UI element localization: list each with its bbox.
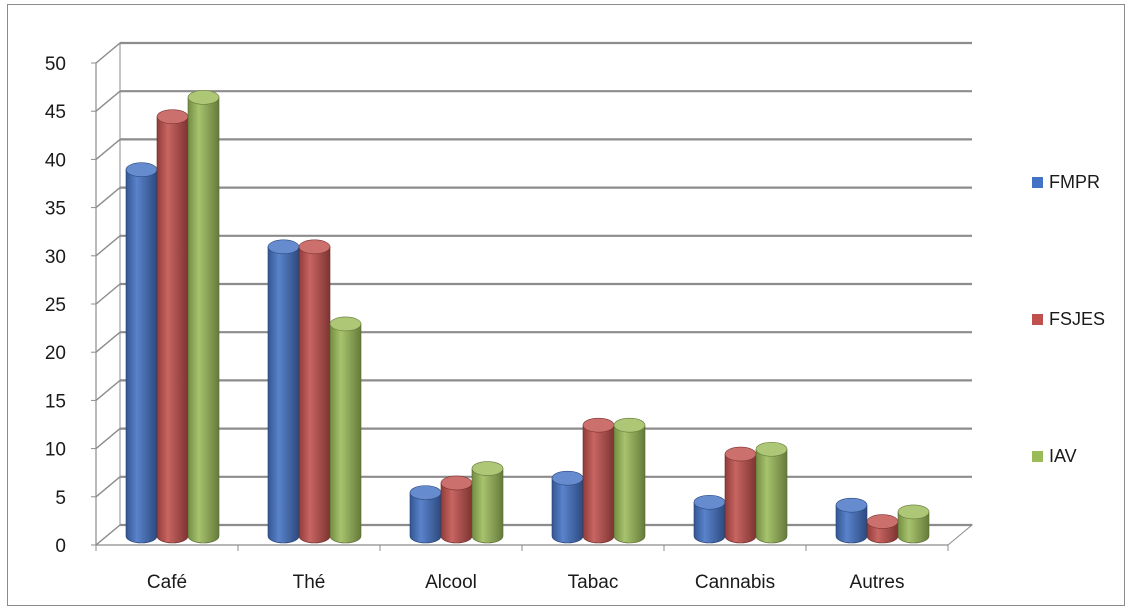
x-axis-tick-labels: Café Thé Alcool Tabac Cannabis Autres (147, 572, 905, 593)
x-tick-label: Café (147, 572, 187, 593)
gridline-side (95, 476, 121, 498)
legend-label: FMPR (1049, 172, 1100, 192)
bar-top (755, 441, 788, 457)
bar (187, 90, 220, 544)
gridline-side (95, 235, 121, 257)
gridline-side (95, 283, 121, 305)
legend-item: FMPR (1032, 172, 1100, 192)
gridline-side (95, 42, 121, 64)
bar (551, 470, 584, 544)
legend-item: FSJES (1032, 309, 1105, 329)
bar-body (755, 448, 788, 544)
bar-body (897, 511, 930, 544)
bar (409, 485, 442, 544)
bar-top (613, 417, 646, 433)
y-tick-label: 30 (45, 247, 66, 268)
bar-body (551, 477, 584, 544)
bar-body (409, 492, 442, 544)
bar-top (156, 109, 189, 124)
bar-top (582, 417, 615, 433)
bar (125, 162, 158, 544)
bar-body (471, 468, 504, 544)
bar-body (267, 246, 300, 544)
gridline-side (95, 331, 121, 353)
gridline-side (95, 379, 121, 401)
bar-top (897, 504, 930, 520)
legend-swatch (1032, 177, 1043, 188)
y-tick-label: 10 (45, 440, 66, 461)
y-tick-label: 25 (45, 295, 66, 316)
legend-swatch (1032, 314, 1043, 325)
x-tick-label: Thé (293, 572, 326, 593)
bar-top (440, 475, 473, 491)
bar-top (125, 162, 158, 177)
bar-body (724, 453, 757, 544)
bar-body (298, 246, 331, 544)
y-tick-label: 5 (55, 488, 66, 509)
bar (267, 239, 300, 544)
bar-top (187, 90, 220, 105)
bar-top (724, 446, 757, 462)
y-tick-label: 0 (55, 536, 66, 557)
x-tick-label: Autres (850, 572, 905, 593)
bar (613, 417, 646, 544)
bar (582, 417, 615, 544)
bar-body (582, 424, 615, 544)
y-tick-label: 35 (45, 199, 66, 220)
legend-label: FSJES (1049, 309, 1105, 329)
bar-top (866, 514, 899, 529)
bar (440, 475, 473, 544)
bar (156, 109, 189, 544)
bar-top (267, 239, 300, 255)
bar-top (471, 461, 504, 476)
bar (471, 461, 504, 544)
y-axis-tick-labels: 0 5 10 15 20 25 30 35 40 45 50 (45, 54, 66, 557)
bar (724, 446, 757, 544)
bar-body (440, 482, 473, 544)
bar (897, 504, 930, 544)
chart-walls (94, 41, 974, 547)
bar-body (613, 424, 646, 544)
bar-body (125, 169, 158, 544)
y-tick-label: 15 (45, 391, 66, 412)
y-tick-label: 50 (45, 54, 66, 75)
bar (755, 441, 788, 544)
gridline-side (95, 90, 121, 112)
bar-top (409, 485, 442, 500)
gridline-side (95, 138, 121, 160)
bar-top (693, 494, 726, 510)
bar-body (187, 97, 220, 544)
legend-item: IAV (1032, 446, 1077, 466)
legend-label: IAV (1049, 446, 1077, 466)
y-tick-label: 40 (45, 150, 66, 171)
y-tick-label: 20 (45, 343, 66, 364)
bar (866, 514, 899, 544)
bar-top (298, 239, 331, 255)
bar (298, 239, 331, 544)
legend: FMPR FSJES IAV (1032, 172, 1105, 466)
legend-swatch (1032, 451, 1043, 462)
bar-body (156, 116, 189, 544)
bar (329, 316, 362, 544)
bar (835, 497, 868, 544)
bar (693, 494, 726, 544)
bar-top (329, 316, 362, 332)
gridline-side (95, 524, 121, 546)
bar-body (329, 323, 362, 544)
bar-top (835, 497, 868, 513)
bars (125, 90, 930, 544)
axes (91, 62, 949, 551)
x-tick-label: Cannabis (695, 572, 775, 593)
y-tick-label: 45 (45, 102, 66, 123)
x-tick-label: Tabac (568, 572, 619, 593)
gridline-side (95, 428, 121, 450)
gridlines (95, 41, 972, 546)
bar-top (551, 470, 584, 486)
gridline-side (95, 187, 121, 209)
x-tick-label: Alcool (425, 572, 477, 593)
